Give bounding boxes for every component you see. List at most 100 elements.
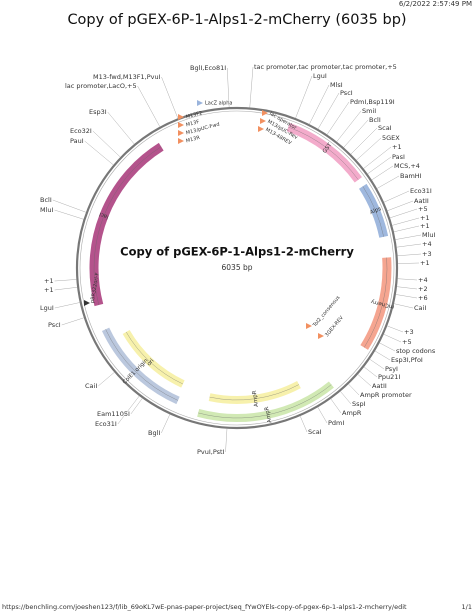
site-label: Eco31I: [95, 420, 117, 428]
page-title: Copy of pGEX-6P-1-Alps1-2-mCherry (6035 …: [67, 12, 406, 28]
feature-label: ori: [146, 358, 156, 368]
site-leader: [317, 92, 340, 130]
site-label: PvuI,PstI: [197, 448, 225, 456]
site-leader: [336, 110, 362, 142]
feature-marker: [178, 138, 184, 144]
map-name: Copy of pGEX-6P-1-Alps1-2-mCherry: [120, 245, 354, 259]
site-label: Ppu21I: [378, 373, 400, 381]
feature-marker: [178, 130, 184, 136]
site-label: M13-fwd,M13F1,PvuI: [93, 73, 161, 81]
site-label: BclI: [40, 196, 52, 204]
site-leader: [371, 165, 394, 181]
site-leader: [54, 287, 78, 291]
site-label: ScaI: [378, 124, 392, 132]
site-leader: [249, 66, 254, 108]
feature-marker: [197, 100, 203, 106]
backbone-inner: [79, 110, 395, 426]
site-leader: [374, 350, 391, 361]
site-label: PsyI: [385, 365, 398, 373]
site-leader: [367, 156, 392, 175]
feature-marker: [260, 118, 266, 124]
feature-marker: [178, 122, 184, 128]
feature-label: M13F2: [185, 110, 203, 120]
site-label: Esp3I,PfoI: [391, 356, 423, 364]
site-label: CaiI: [85, 382, 97, 390]
site-leader: [330, 398, 342, 414]
site-leader: [387, 325, 404, 333]
site-label: PdmI,Bsp119I: [350, 98, 395, 106]
site-label: 5GEX: [382, 134, 400, 142]
site-label: lac promoter,LacO,+5: [65, 82, 137, 90]
site-label: stop codons: [396, 347, 436, 355]
feature-marker: [306, 323, 312, 329]
site-leader: [117, 395, 140, 425]
feature-label: AmpR: [252, 390, 260, 407]
site-leader: [363, 146, 392, 169]
site-leader: [348, 383, 360, 396]
site-leader: [161, 414, 171, 434]
site-leader: [161, 76, 179, 119]
timestamp: 6/2/2022 2:57:49 PM: [399, 0, 472, 8]
site-label: MCS,+4: [394, 162, 420, 170]
site-label: +5: [418, 205, 428, 213]
site-label: MluI: [40, 206, 54, 214]
site-label: PscI: [340, 89, 353, 97]
site-label: +4: [422, 240, 432, 248]
site-label: PdmI: [328, 419, 344, 427]
site-leader: [92, 130, 121, 158]
site-leader: [98, 372, 115, 387]
site-label: Eam1105I: [97, 410, 130, 418]
site-leader: [396, 243, 422, 248]
site-label: +1: [44, 277, 54, 285]
site-label: +2: [418, 285, 428, 293]
site-leader: [343, 119, 369, 148]
site-leader: [369, 359, 385, 370]
site-label: CaiI: [414, 304, 426, 312]
site-label: +1: [420, 259, 430, 267]
site-leader: [54, 209, 84, 220]
feature-label: 3GEX-REV: [324, 315, 345, 339]
feature-label: Alps: [369, 206, 382, 216]
site-label: +1: [44, 286, 54, 294]
site-leader: [357, 374, 372, 387]
site-label: tac promoter,tac promoter,tac promoter,+…: [254, 63, 397, 71]
site-label: Eco32I: [70, 127, 92, 135]
feature-label: LacZ alpha: [205, 101, 232, 107]
site-leader: [379, 342, 396, 352]
site-leader: [61, 317, 84, 326]
site-label: MlsI: [330, 81, 343, 89]
site-label: Esp3I: [89, 108, 107, 116]
site-label: +1: [420, 214, 430, 222]
site-leader: [52, 199, 87, 213]
site-leader: [397, 253, 422, 256]
feature-arc: [89, 142, 164, 307]
site-leader: [300, 415, 308, 433]
site-leader: [309, 84, 330, 125]
site-leader: [84, 140, 114, 166]
site-label: AmpR: [342, 409, 362, 417]
site-label: AatII: [414, 197, 429, 205]
feature-label: mCherry: [370, 298, 395, 310]
feature-outline: [105, 329, 179, 401]
site-label: ScaI: [308, 428, 322, 436]
site-leader: [137, 85, 161, 127]
site-leader: [350, 127, 378, 155]
site-leader: [396, 286, 418, 290]
site-leader: [387, 200, 414, 211]
site-leader: [356, 137, 382, 161]
site-leader: [383, 190, 410, 203]
site-label: PauI: [70, 137, 84, 145]
site-label: AmpR promoter: [360, 391, 412, 399]
site-label: BglI,Eco81I: [190, 64, 226, 72]
site-leader: [317, 407, 328, 424]
site-leader: [397, 262, 420, 264]
site-leader: [326, 101, 350, 135]
site-leader: [363, 366, 378, 378]
site-label: LguI: [313, 72, 327, 80]
site-label: MluI: [422, 231, 436, 239]
feature-marker: [318, 333, 324, 339]
site-label: +1: [420, 222, 430, 230]
site-leader: [393, 225, 420, 232]
feature-label: GST: [322, 142, 334, 155]
